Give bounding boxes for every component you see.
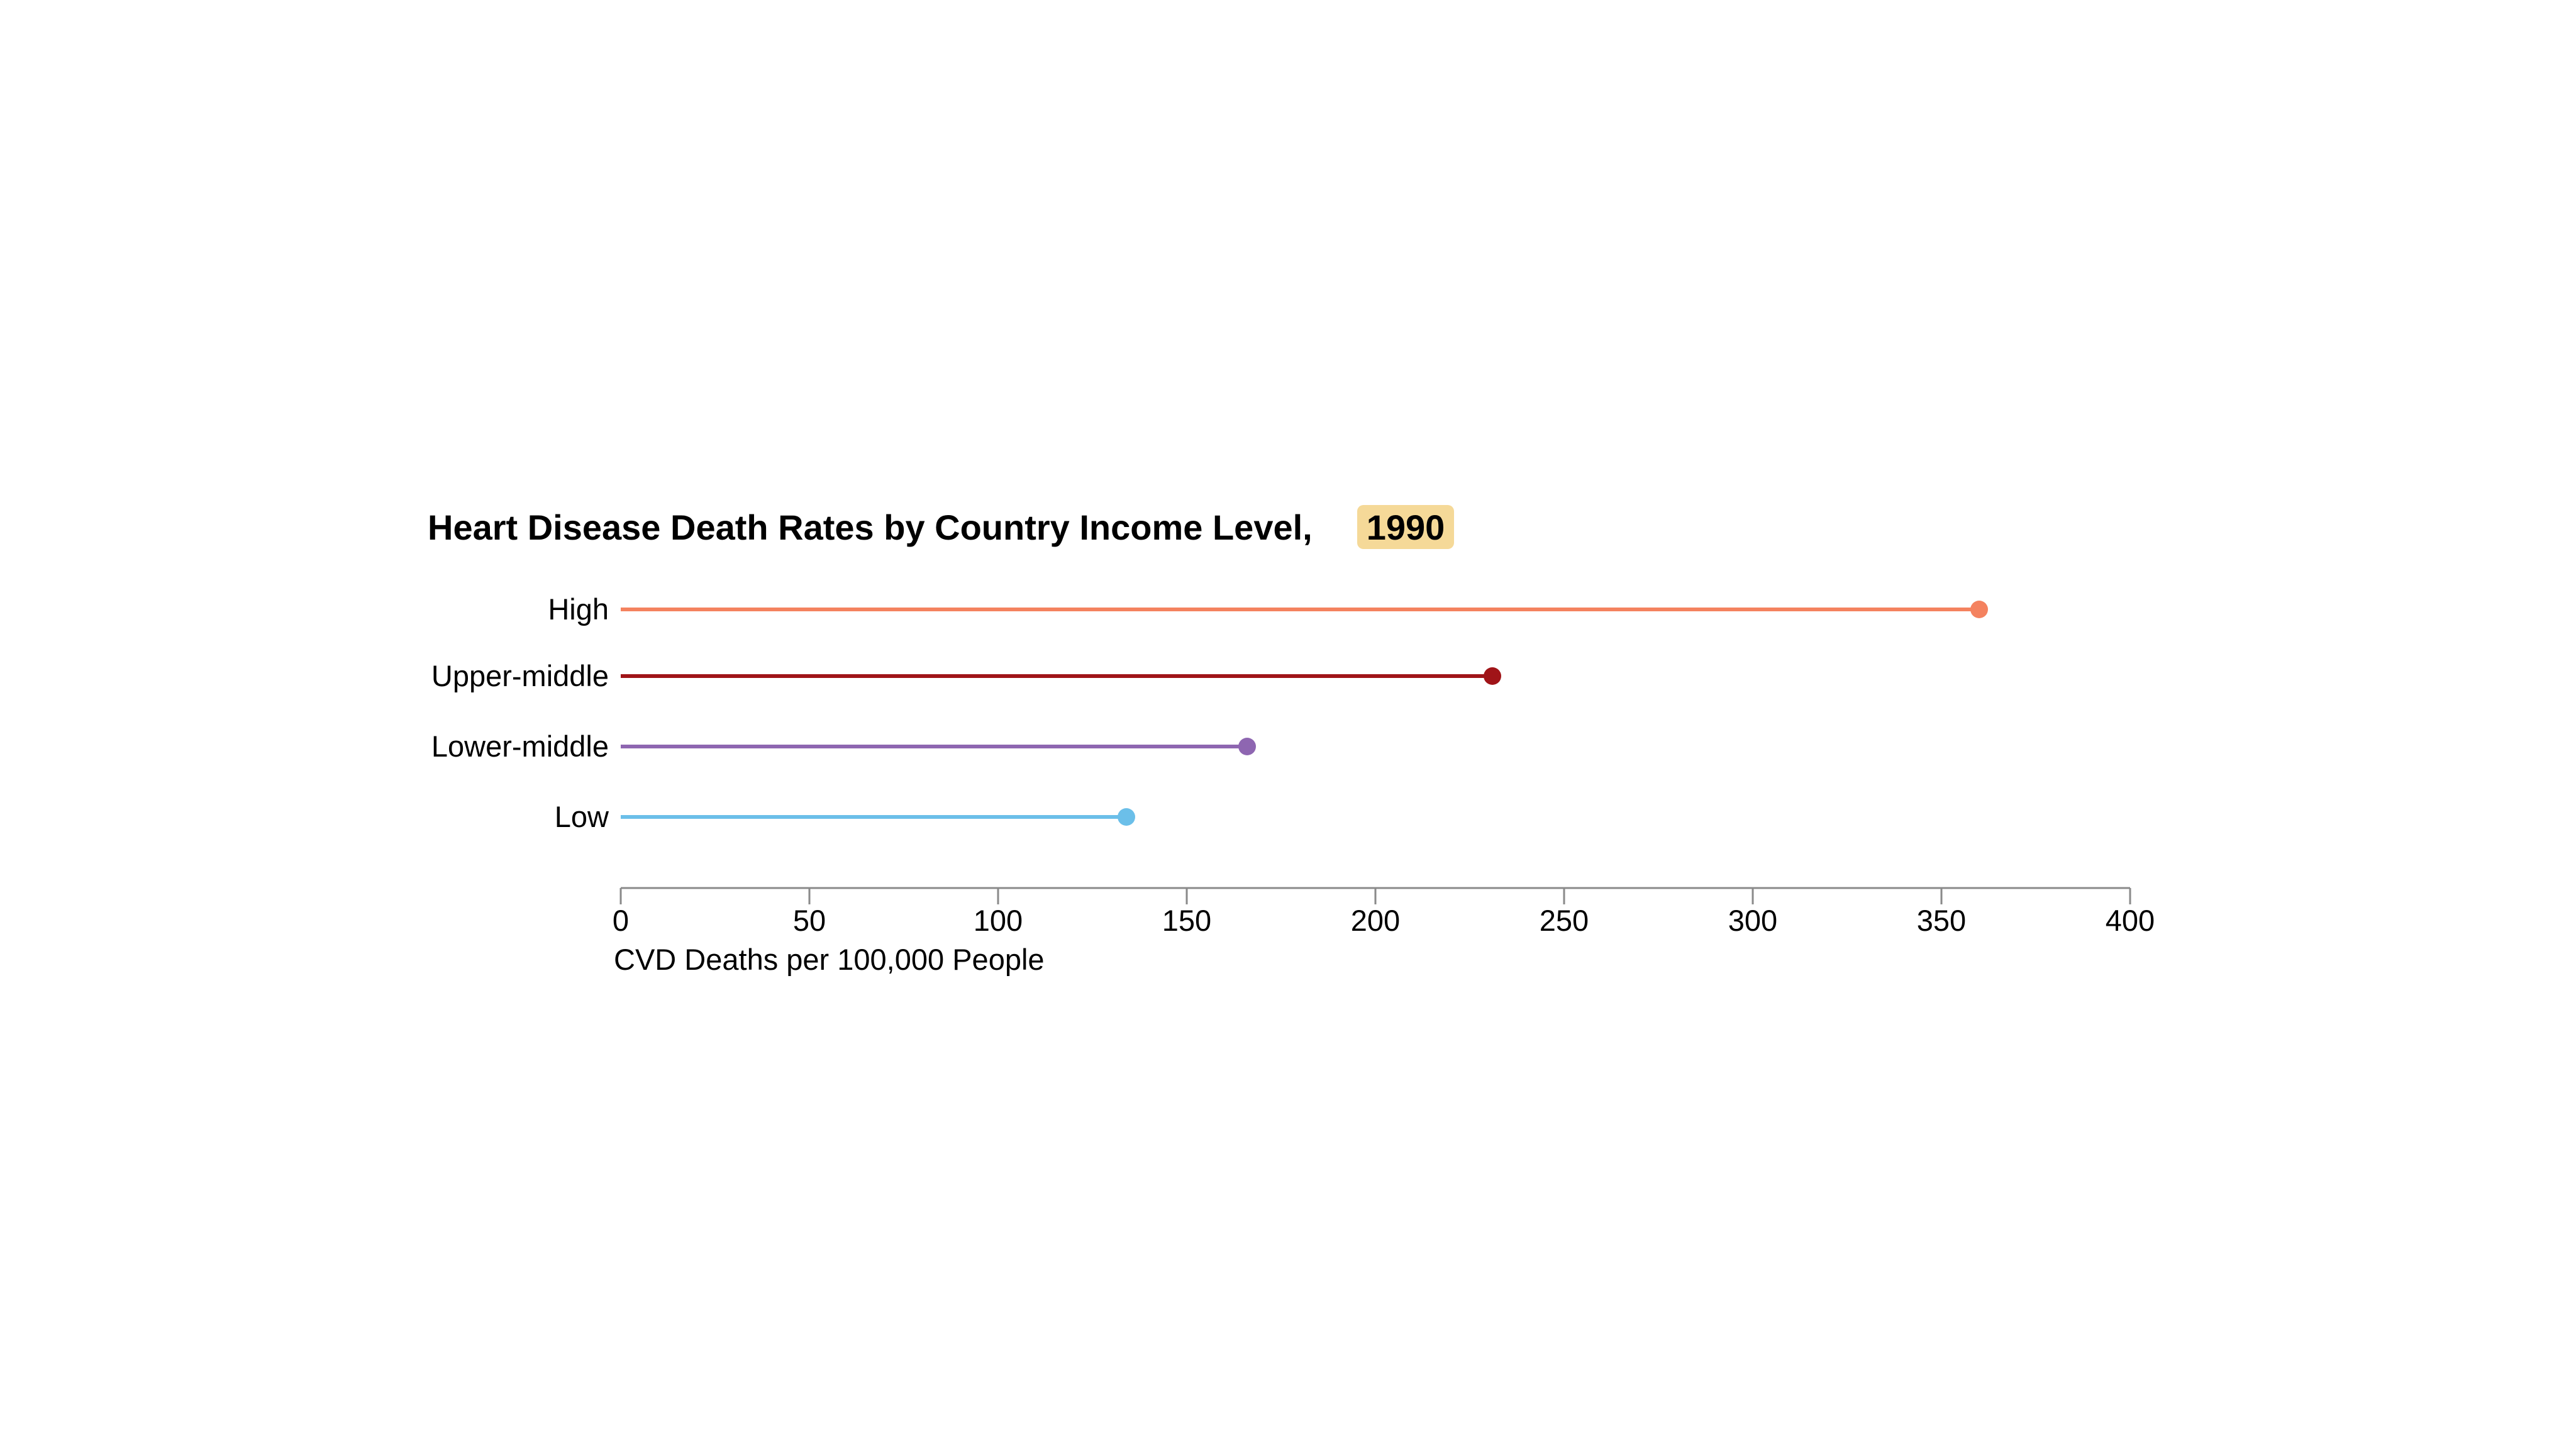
year-badge-background bbox=[1357, 505, 1454, 549]
lollipop-dot-lower-middle bbox=[1238, 738, 1256, 755]
x-tick-label: 400 bbox=[2106, 904, 2155, 937]
category-label-upper-middle: Upper-middle bbox=[431, 659, 609, 692]
lollipop-dot-upper-middle bbox=[1484, 667, 1501, 685]
category-labels: High Upper-middle Lower-middle Low bbox=[431, 592, 609, 833]
x-tick-label: 200 bbox=[1351, 904, 1400, 937]
x-tick-label: 350 bbox=[1917, 904, 1966, 937]
x-tick-label: 100 bbox=[974, 904, 1023, 937]
x-tick-label: 50 bbox=[793, 904, 826, 937]
x-axis-title: CVD Deaths per 100,000 People bbox=[614, 943, 1045, 976]
x-tick-label: 0 bbox=[613, 904, 629, 937]
x-axis: 0 50 100 150 200 250 300 350 400 bbox=[613, 887, 2155, 937]
lollipop-dot-high bbox=[1970, 601, 1988, 618]
x-tick-label: 150 bbox=[1162, 904, 1211, 937]
x-tick-label: 250 bbox=[1540, 904, 1589, 937]
year-badge-label: 1990 bbox=[1367, 508, 1445, 547]
chart-title: Heart Disease Death Rates by Country Inc… bbox=[428, 505, 1454, 549]
category-label-high: High bbox=[548, 592, 609, 626]
category-label-lower-middle: Lower-middle bbox=[431, 730, 609, 763]
category-label-low: Low bbox=[555, 800, 609, 833]
x-tick-label: 300 bbox=[1728, 904, 1777, 937]
lollipop-dot-low bbox=[1118, 808, 1135, 826]
chart-title-text: Heart Disease Death Rates by Country Inc… bbox=[428, 508, 1313, 547]
lollipop-series bbox=[621, 601, 1988, 826]
